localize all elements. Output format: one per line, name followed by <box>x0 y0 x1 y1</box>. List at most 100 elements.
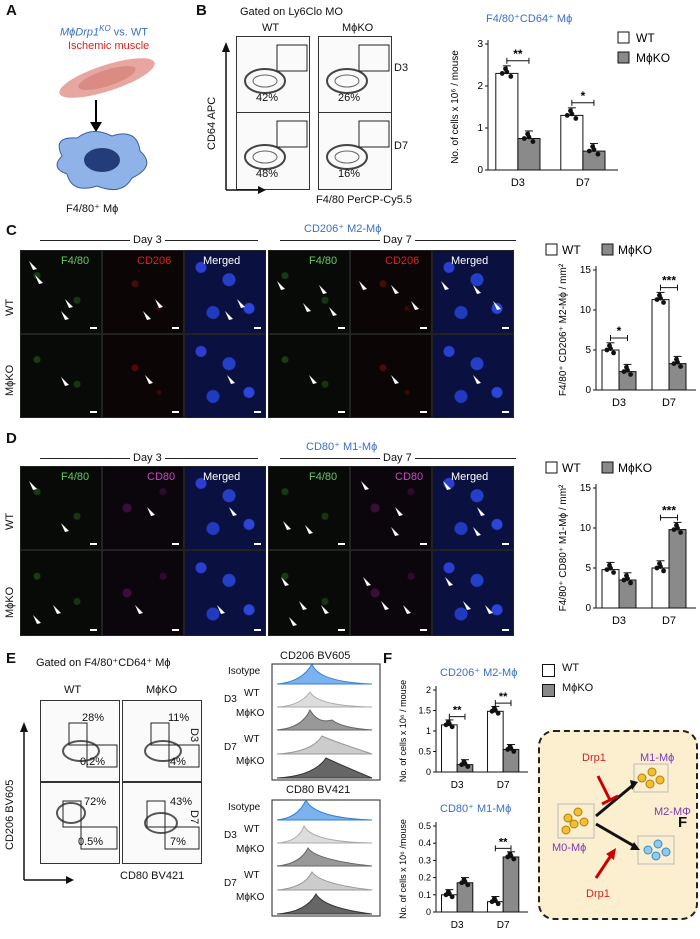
bar-WT-D7 <box>651 567 670 609</box>
data-point <box>499 71 505 76</box>
y-tick-label: 0 <box>477 165 483 176</box>
legend-ko-swatch <box>542 684 555 697</box>
micro-c-wt-d3-merged: Merged <box>184 250 266 334</box>
data-point <box>624 573 629 579</box>
bar-WT-D7 <box>487 901 504 913</box>
panel-d-row-wt: WT <box>4 512 16 530</box>
bar-WT-D3 <box>441 894 458 913</box>
data-point <box>465 882 471 888</box>
data-point <box>461 759 467 765</box>
data-point <box>492 705 497 711</box>
y-tick-label: 5 <box>585 563 591 574</box>
data-point <box>678 364 683 369</box>
chart-d: 0 5 10 15 F4/80⁺ CD80⁺ M1-Mϕ / mm² D3 D7 *** WT M… <box>545 461 696 627</box>
y-axis-label: No. of cells x 10⁶ /mouse <box>398 819 408 919</box>
hist1-row-isotype: Isotype <box>228 666 261 677</box>
data-point <box>586 148 592 154</box>
significance-label: *** <box>662 274 676 288</box>
chart-title: F4/80⁺CD64⁺ Mϕ <box>486 13 572 25</box>
data-point <box>503 66 508 72</box>
y-tick-label: 3 <box>477 39 483 50</box>
bar-MϕKO-D7 <box>502 748 520 773</box>
flow-plot-b-ko-d7 <box>318 112 392 190</box>
panel-label-f: F <box>383 650 393 667</box>
data-point <box>624 364 629 370</box>
flow-plot-b-wt-d3 <box>236 36 310 114</box>
micro-d-wt-d3-merged: Merged <box>184 466 266 550</box>
hist1-row-d3-wt: WT <box>244 688 260 699</box>
bar-WT-D7 <box>487 710 504 773</box>
y-tick-label: 0.4 <box>418 838 431 848</box>
panel-a-title: MϕDrp1KO vs. WT <box>60 24 148 39</box>
micro-d-ko-d3-merged <box>184 550 266 636</box>
panel-b-row-d7: D7 <box>394 140 409 152</box>
bar-MϕKO-D7 <box>582 150 606 171</box>
y-tick-label: 1 <box>426 726 431 736</box>
legend-ko-label: MϕKO <box>562 682 594 694</box>
panel-label-d: D <box>6 430 17 447</box>
schematic-m0: M0-Mϕ <box>552 842 587 854</box>
micro-d-wt-d7-cd80: CD80 <box>350 466 432 550</box>
x-tick-label: D7 <box>662 397 676 409</box>
panel-b-row-d3: D3 <box>394 62 409 74</box>
y-tick-label: 5 <box>585 345 591 356</box>
panel-d-day3: Day 3 <box>130 452 165 464</box>
legend-wt-swatch <box>542 664 555 677</box>
chart-title: CD206⁺ M2-Mϕ <box>440 667 517 679</box>
x-tick-label: D3 <box>511 177 525 189</box>
chart-title: CD80⁺ M1-Mϕ <box>440 803 511 815</box>
data-point <box>568 108 573 114</box>
data-point <box>449 894 455 900</box>
data-point <box>657 561 662 567</box>
legend-swatch-MϕKO <box>601 461 614 474</box>
panel-c-row-wt: WT <box>4 298 16 316</box>
data-point <box>674 522 679 528</box>
flow-pct-b-wt-d7: 48% <box>256 168 279 180</box>
panel-d-day7: Day 7 <box>380 452 415 464</box>
bar-MϕKO-D3 <box>618 579 637 609</box>
data-point <box>508 74 514 79</box>
data-point <box>611 350 616 356</box>
panel-e-yaxis: CD206 BV605 <box>4 779 16 850</box>
data-point <box>446 889 451 895</box>
schematic-m1: M1-Mϕ <box>640 752 675 764</box>
chart-c: 0 5 10 15 F4/80⁺ CD206⁺ M2-Mϕ / mm² D3 * D7 *** W… <box>545 243 696 409</box>
data-point <box>530 139 536 144</box>
x-tick-label: D3 <box>451 920 464 931</box>
x-tick-label: D7 <box>662 615 676 627</box>
panel-c-title: CD206⁺ M2-Mϕ <box>304 223 382 235</box>
chart-f2: CD80⁺ M1-Mϕ 0 0.1 0.2 0.3 0.4 0.5 No. of cells … <box>398 803 528 931</box>
hist2-row-d3-ko: MϕKO <box>236 844 265 855</box>
micro-d-ko-d7-merged <box>432 550 514 636</box>
histogram-cd80 <box>271 798 381 917</box>
hist2-row-isotype: Isotype <box>228 802 261 813</box>
micro-c-wt-d7-merged: Merged <box>432 250 514 334</box>
flow-plot-e-wt-d3 <box>40 700 120 782</box>
hist1-row-d7-ko: MϕKO <box>236 756 265 767</box>
micro-d-ko-d7-f480 <box>268 550 350 636</box>
data-point <box>678 530 683 535</box>
data-point <box>607 343 612 349</box>
schematic-m2: M2-MΦ <box>654 806 691 818</box>
flow-plot-e-wt-d7 <box>40 782 120 864</box>
panel-a-illustration <box>56 58 155 191</box>
hist2-row-d7-ko: MϕKO <box>236 892 265 903</box>
schematic-drp1-bottom: Drp1 <box>586 888 610 900</box>
panel-label-b: B <box>196 2 207 19</box>
hist1-row-d3-ko: MϕKO <box>236 708 265 719</box>
y-tick-label: 1.5 <box>418 706 431 716</box>
histogram-cd206 <box>271 662 381 781</box>
x-tick-label: D7 <box>576 177 590 189</box>
micro-c-wt-d7-cd206: CD206 <box>350 250 432 334</box>
y-tick-label: 0 <box>426 907 431 917</box>
data-point <box>657 292 662 298</box>
legend-wt-label: WT <box>562 662 580 674</box>
flow-pct-b-ko-d7: 16% <box>338 168 361 180</box>
y-tick-label: 0 <box>585 385 591 396</box>
legend-label-WT: WT <box>562 243 581 257</box>
micro-d-wt-d7-f480: F4/80 <box>268 466 350 550</box>
schematic-drp1-top: Drp1 <box>582 752 606 764</box>
flow-pct-b-wt-d3: 42% <box>256 92 279 104</box>
y-tick-label: 10 <box>580 523 592 534</box>
x-tick-label: D7 <box>497 780 510 791</box>
